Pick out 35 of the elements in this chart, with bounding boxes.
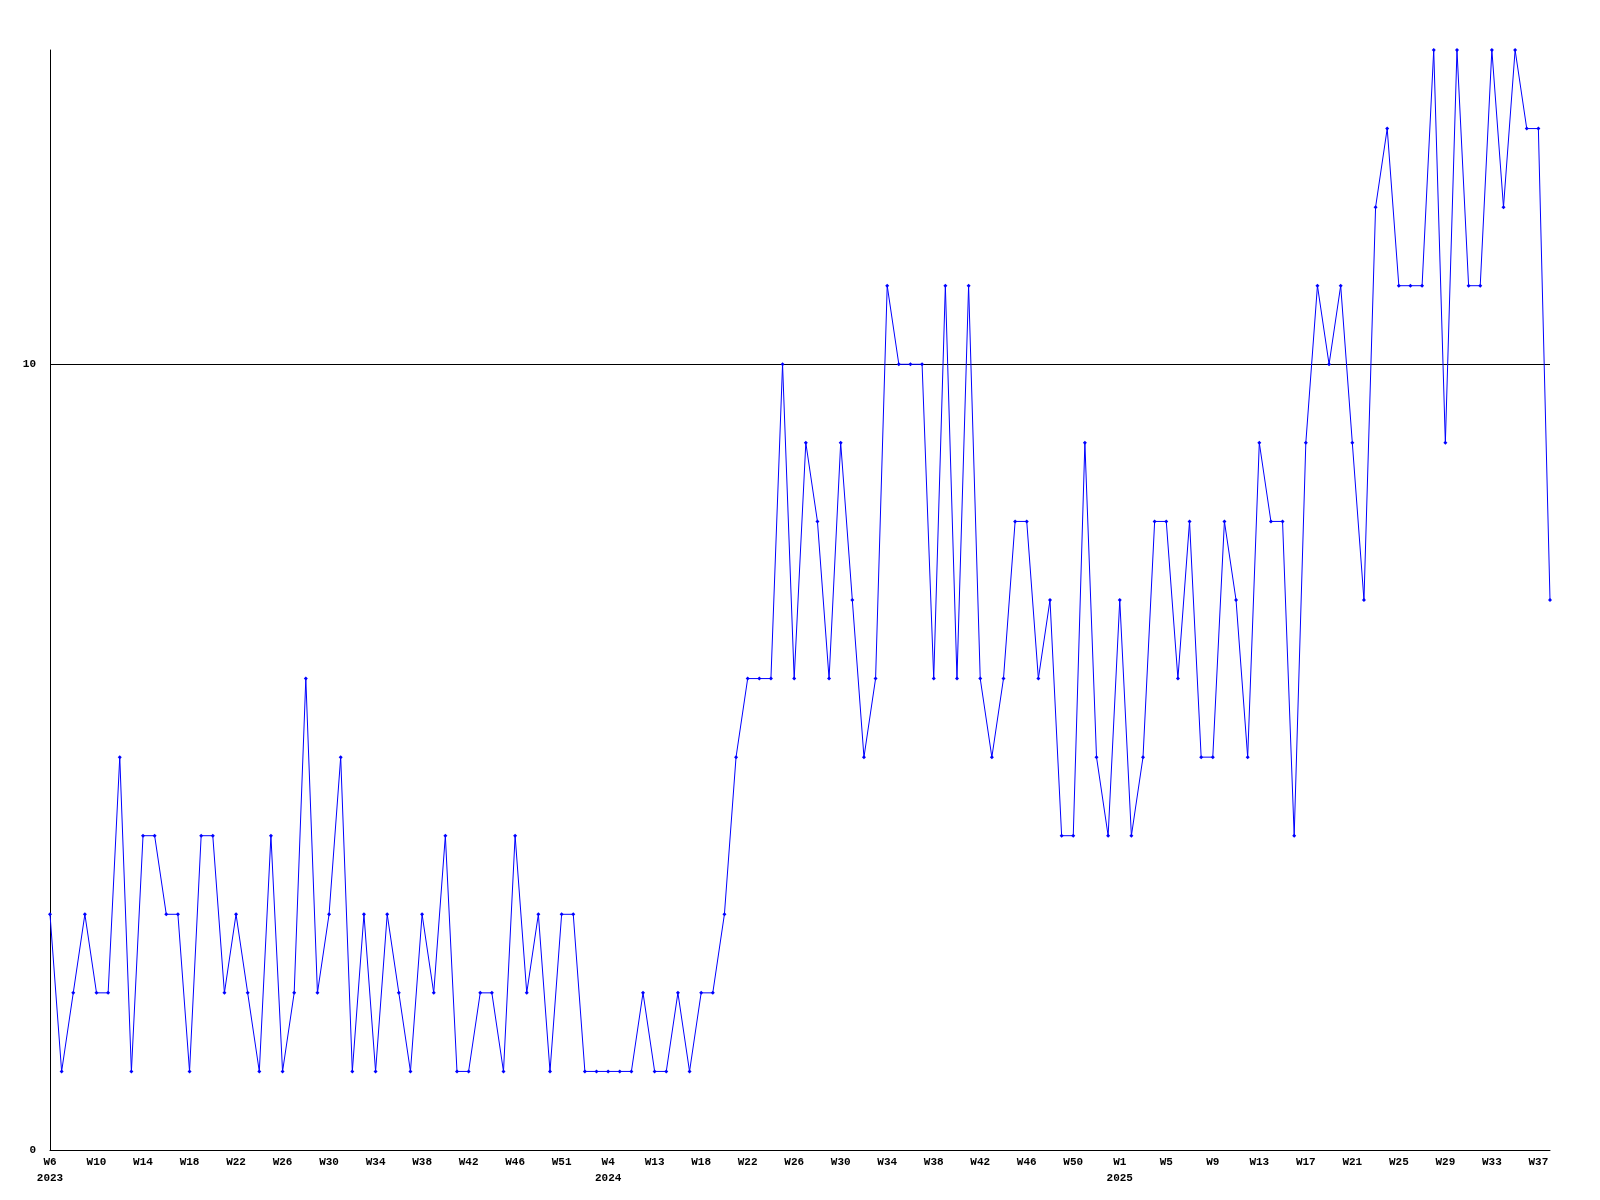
x-tick-label: W46 (505, 1156, 526, 1168)
x-tick-label: W18 (179, 1156, 200, 1168)
x-tick-label: W34 (365, 1156, 386, 1168)
y-tick-label: 10 (22, 358, 36, 371)
x-tick-label: W9 (1206, 1156, 1220, 1168)
x-tick-label: W38 (412, 1156, 433, 1168)
x-tick-label: W50 (1063, 1156, 1084, 1168)
x-tick-label: W33 (1481, 1156, 1503, 1168)
x-tick-label: W51 (551, 1156, 572, 1168)
x-tick-label: W13 (644, 1156, 665, 1168)
x-tick-label: W42 (970, 1156, 991, 1168)
x-tick-label: W22 (226, 1156, 246, 1168)
x-tick-label: W46 (1016, 1156, 1037, 1168)
x-tick-label: W26 (784, 1156, 805, 1168)
x-tick-label: W29 (1435, 1156, 1456, 1168)
x-tick-label: W30 (319, 1156, 339, 1168)
x-tick-label: W4 2024 (594, 1156, 622, 1184)
x-tick-label: W13 (1249, 1156, 1270, 1168)
x-tick-label: W30 (830, 1156, 851, 1168)
x-tick-label: W25 (1388, 1156, 1410, 1168)
x-tick-label: W34 (877, 1156, 898, 1168)
x-tick-label: W21 (1342, 1156, 1363, 1168)
x-tick-label: W14 (133, 1156, 154, 1168)
y-tick-label: 0 (29, 1144, 36, 1156)
x-tick-label: W37 (1528, 1156, 1549, 1168)
x-tick-label: W5 (1159, 1156, 1174, 1168)
x-tick-label: W1 2025 (1106, 1156, 1134, 1184)
x-tick-label: W10 (86, 1156, 107, 1168)
x-tick-label: W17 (1295, 1156, 1316, 1168)
x-tick-label: W38 (923, 1156, 945, 1168)
x-tick-label: W18 (691, 1156, 712, 1168)
x-tick-label: W26 (272, 1156, 293, 1168)
x-tick-label: W22 (737, 1156, 758, 1168)
x-tick-label: W6 2023 (36, 1156, 64, 1184)
x-tick-label: W42 (458, 1156, 479, 1168)
